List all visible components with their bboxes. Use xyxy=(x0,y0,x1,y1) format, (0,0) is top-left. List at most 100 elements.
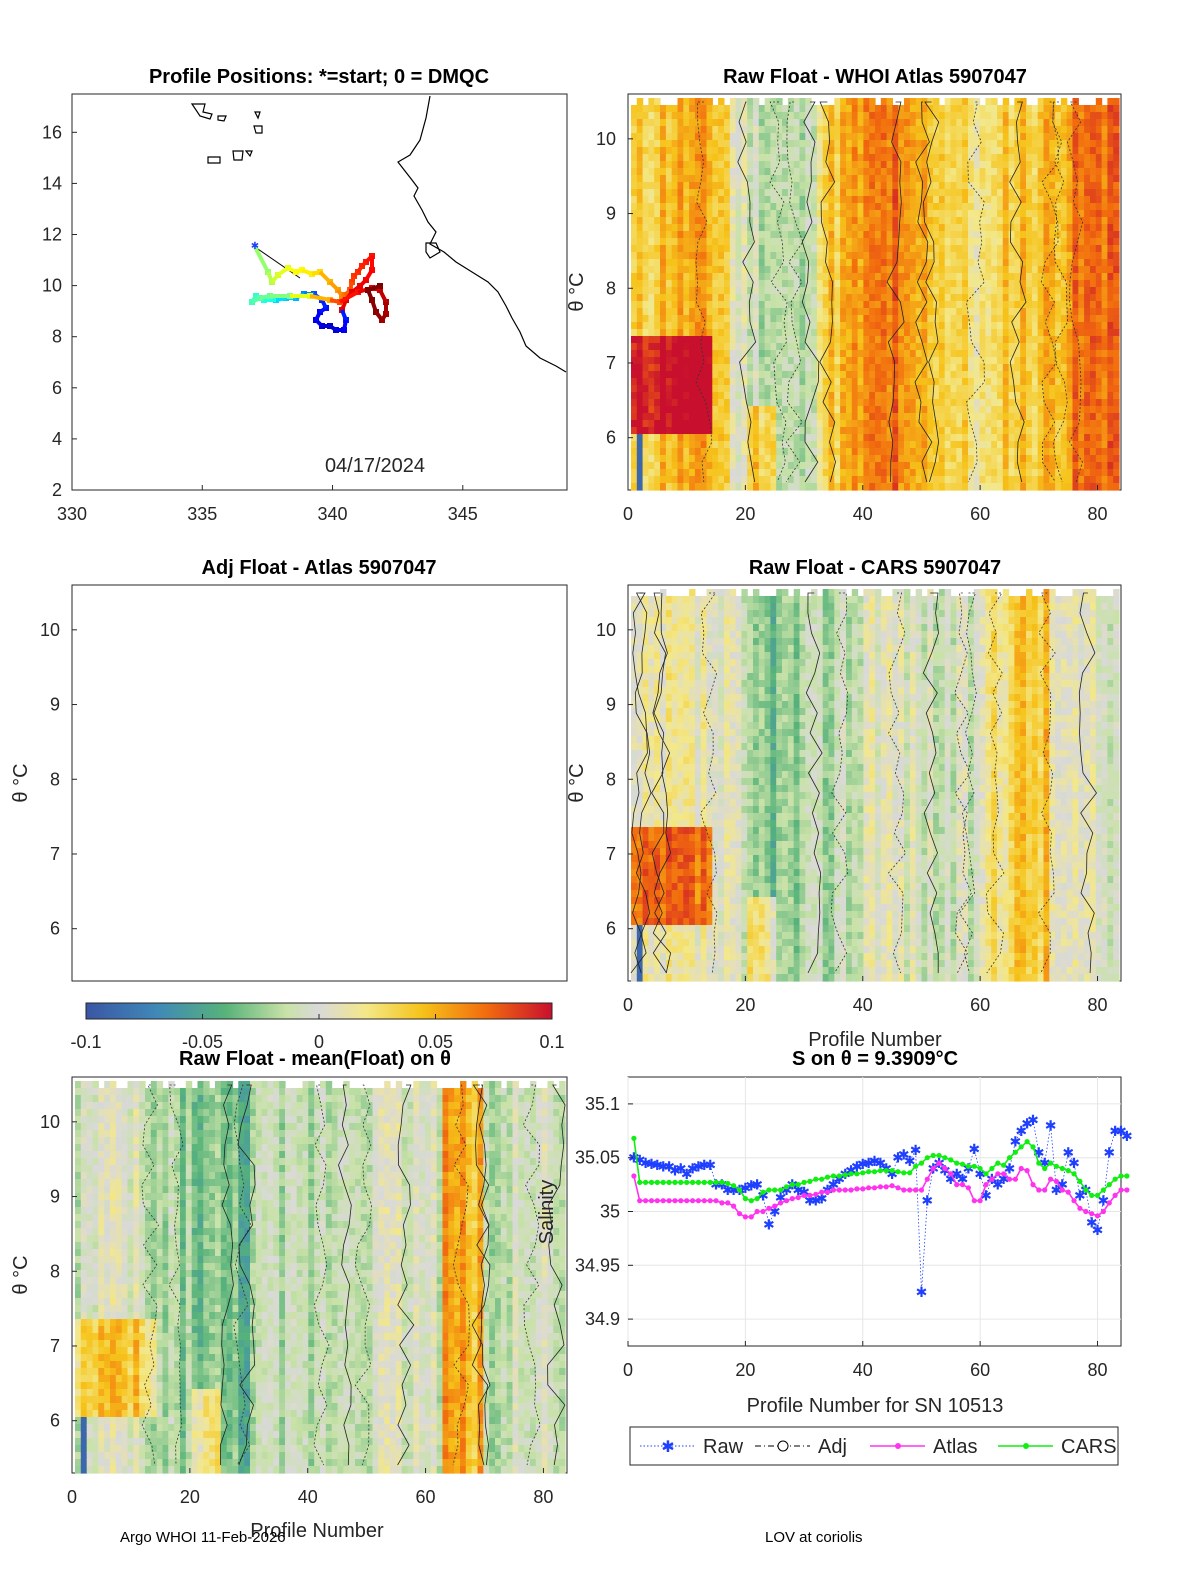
heatmap-cell xyxy=(904,175,910,183)
heatmap-cell xyxy=(956,252,962,260)
heatmap-cell xyxy=(1055,245,1061,253)
heatmap-cell xyxy=(724,329,730,337)
heatmap-cell xyxy=(637,974,643,982)
heatmap-cell xyxy=(794,126,800,134)
heatmap-cell xyxy=(1055,406,1061,414)
heatmap-cell xyxy=(1096,385,1102,393)
heatmap-cell xyxy=(863,294,869,302)
heatmap-cell xyxy=(666,133,672,141)
heatmap-cell xyxy=(765,427,771,435)
heatmap-cell xyxy=(776,378,782,386)
heatmap-cell xyxy=(1009,252,1015,260)
heatmap-cell xyxy=(1067,168,1073,176)
heatmap-cell xyxy=(887,371,893,379)
heatmap-cell xyxy=(666,476,672,484)
heatmap-cell xyxy=(648,406,654,414)
heatmap-cell xyxy=(875,280,881,288)
heatmap-cell xyxy=(1061,315,1067,323)
heatmap-cell xyxy=(631,890,637,898)
heatmap-cell xyxy=(631,785,637,793)
heatmap-cell xyxy=(1044,448,1050,456)
heatmap-cell xyxy=(736,217,742,225)
heatmap-cell xyxy=(980,182,986,190)
heatmap-cell xyxy=(643,413,649,421)
heatmap-cell xyxy=(800,147,806,155)
heatmap-cell xyxy=(1020,252,1026,260)
heatmap-cell xyxy=(1049,469,1055,477)
heatmap-cell xyxy=(788,238,794,246)
heatmap-cell xyxy=(765,329,771,337)
heatmap-cell xyxy=(689,189,695,197)
heatmap-cell xyxy=(1102,259,1108,267)
heatmap-cell xyxy=(887,175,893,183)
heatmap-cell xyxy=(765,280,771,288)
heatmap-cell xyxy=(823,280,829,288)
heatmap-cell xyxy=(666,392,672,400)
heatmap-cell xyxy=(1090,476,1096,484)
heatmap-cell xyxy=(747,196,753,204)
heatmap-cell xyxy=(1067,189,1073,197)
heatmap-cell xyxy=(724,168,730,176)
heatmap-cell xyxy=(741,154,747,162)
heatmap-cell xyxy=(683,252,689,260)
heatmap-cell xyxy=(1044,406,1050,414)
heatmap-cell xyxy=(1107,434,1113,442)
heatmap-cell xyxy=(637,729,643,737)
heatmap-cell xyxy=(1096,119,1102,127)
heatmap-cell xyxy=(637,294,643,302)
heatmap-cell xyxy=(1102,392,1108,400)
heatmap-cell xyxy=(660,329,666,337)
heatmap-cell xyxy=(1003,238,1009,246)
heatmap-cell xyxy=(916,357,922,365)
heatmap-cell xyxy=(794,245,800,253)
heatmap-cell xyxy=(1014,301,1020,309)
heatmap-cell xyxy=(631,441,637,449)
heatmap-cell xyxy=(985,469,991,477)
heatmap-cell xyxy=(1020,182,1026,190)
heatmap-cell xyxy=(660,224,666,232)
heatmap-cell xyxy=(666,399,672,407)
heatmap-cell xyxy=(852,196,858,204)
heatmap-cell xyxy=(991,392,997,400)
heatmap-cell xyxy=(1073,287,1079,295)
heatmap-cell xyxy=(678,364,684,372)
heatmap-cell xyxy=(753,322,759,330)
heatmap-cell xyxy=(974,245,980,253)
heatmap-cell xyxy=(1026,112,1032,120)
heatmap-cell xyxy=(759,224,765,232)
heatmap-cell xyxy=(660,126,666,134)
heatmap-cell xyxy=(968,399,974,407)
heatmap-cell xyxy=(631,343,637,351)
heatmap-cell xyxy=(834,427,840,435)
heatmap-cell xyxy=(637,413,643,421)
heatmap-cell xyxy=(1038,308,1044,316)
heatmap-cell xyxy=(643,315,649,323)
heatmap-cell xyxy=(840,371,846,379)
heatmap-cell xyxy=(817,476,823,484)
heatmap-cell xyxy=(1090,329,1096,337)
heatmap-cell xyxy=(1084,105,1090,113)
heatmap-cell xyxy=(991,455,997,463)
heatmap-cell xyxy=(666,196,672,204)
heatmap-cell xyxy=(707,273,713,281)
heatmap-cell xyxy=(654,371,660,379)
heatmap-cell xyxy=(875,105,881,113)
heatmap-cell xyxy=(794,168,800,176)
heatmap-cell xyxy=(898,378,904,386)
heatmap-cell xyxy=(951,336,957,344)
heatmap-cell xyxy=(1061,161,1067,169)
heatmap-cell xyxy=(852,266,858,274)
heatmap-cell xyxy=(672,441,678,449)
map-ytick-label: 4 xyxy=(52,429,62,449)
heatmap-cell xyxy=(823,469,829,477)
heatmap-cell xyxy=(788,385,794,393)
heatmap-cell xyxy=(823,217,829,225)
heatmap-cell xyxy=(1009,126,1015,134)
heatmap-cell xyxy=(858,378,864,386)
heatmap-cell xyxy=(1026,308,1032,316)
heatmap-cell xyxy=(1026,154,1032,162)
heatmap-cell xyxy=(654,413,660,421)
heatmap-cell xyxy=(852,231,858,239)
heatmap-cell xyxy=(741,406,747,414)
heatmap-cell xyxy=(643,378,649,386)
